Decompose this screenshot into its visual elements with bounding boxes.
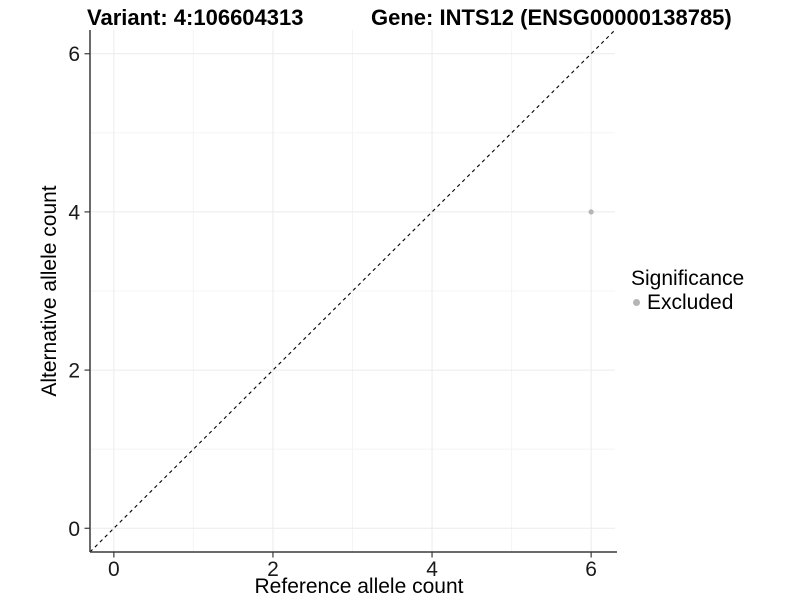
x-tick-label: 0 xyxy=(108,558,120,581)
y-axis-title: Alternative allele count xyxy=(38,185,61,397)
y-tick-label: 0 xyxy=(68,518,80,541)
excluded-point-icon xyxy=(633,299,640,306)
y-tick-label: 6 xyxy=(68,43,80,66)
x-tick-label: 2 xyxy=(267,558,279,581)
identity-reference-line xyxy=(89,29,616,553)
x-tick-label: 4 xyxy=(426,558,438,581)
legend: Significance Excluded xyxy=(631,267,744,314)
legend-entry-label: Excluded xyxy=(647,291,734,314)
plot-title-variant: Variant: 4:106604313 xyxy=(87,5,304,30)
x-axis-title: Reference allele count xyxy=(254,575,464,598)
y-tick-label: 2 xyxy=(68,360,80,383)
y-tick-label: 4 xyxy=(68,201,80,224)
data-point-excluded xyxy=(588,209,594,215)
x-tick-label: 6 xyxy=(585,558,597,581)
legend-entry-excluded: Excluded xyxy=(631,291,744,314)
plot-title-gene: Gene: INTS12 (ENSG00000138785) xyxy=(371,5,732,30)
legend-title: Significance xyxy=(631,267,745,290)
